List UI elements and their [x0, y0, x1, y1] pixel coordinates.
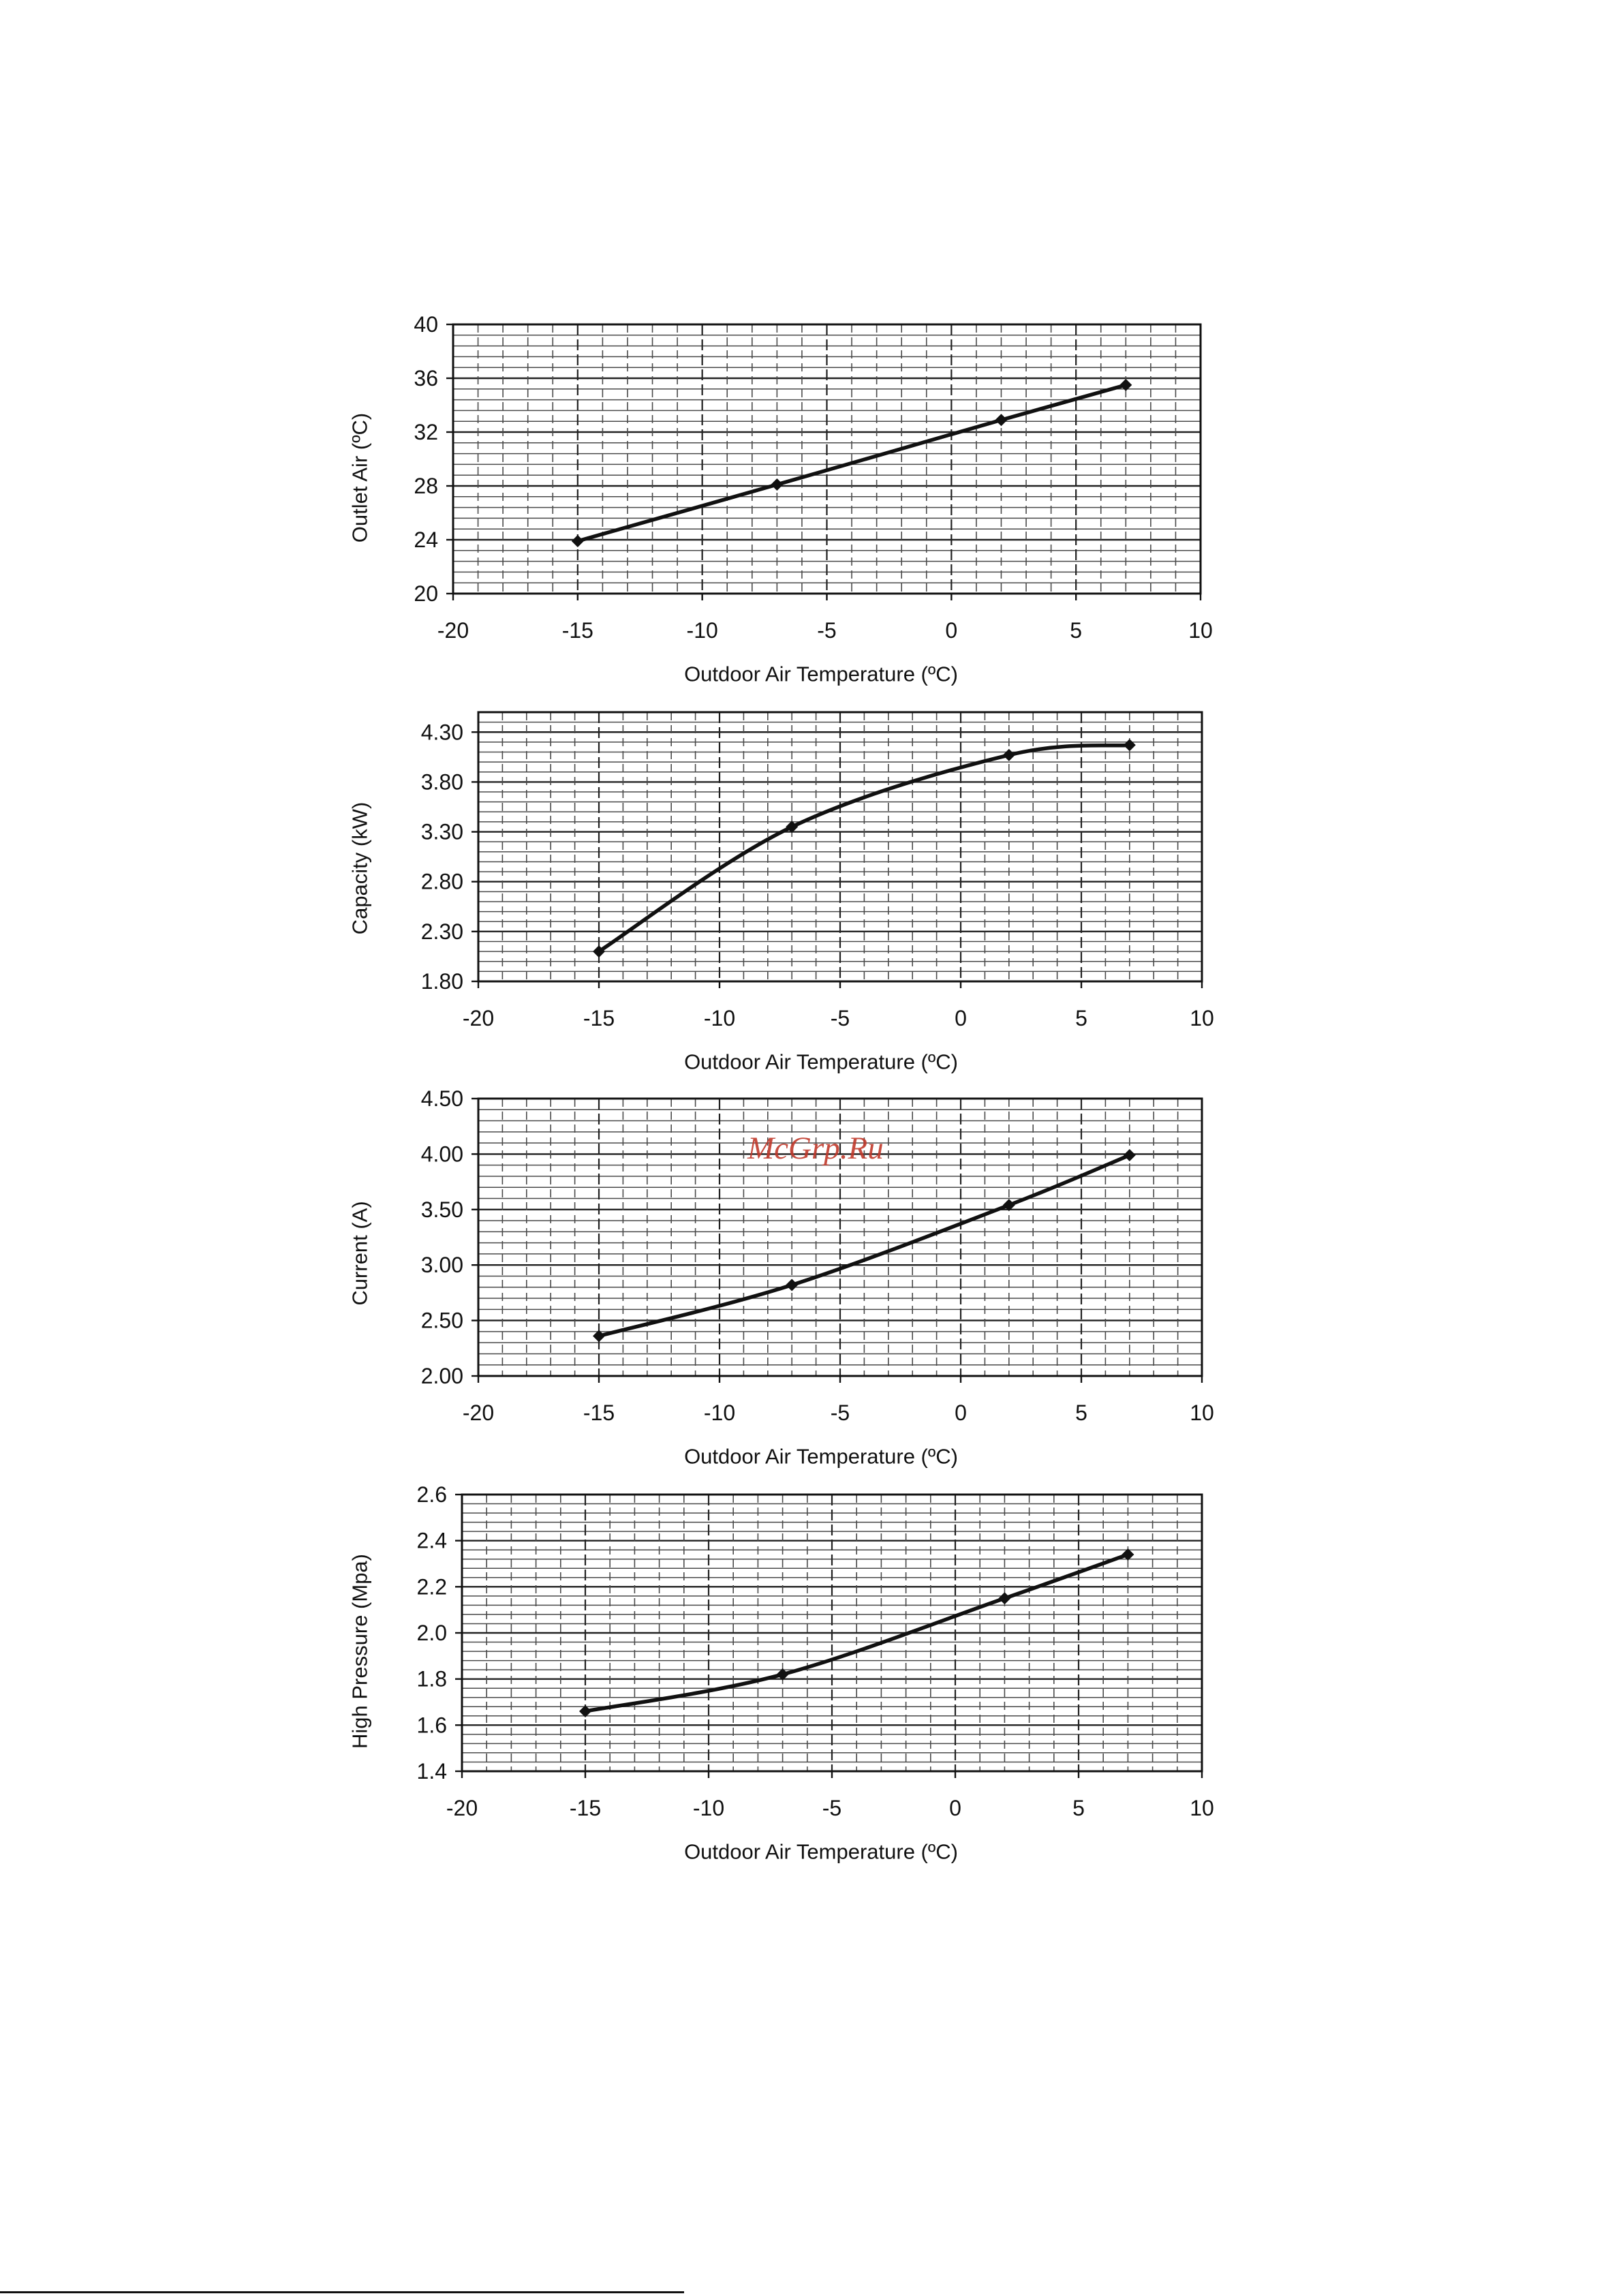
outlet-air-chart: 20 24 28 32 36 40 -20 -15 -10 -5 0 5 10 Outdoor Air T…: [348, 312, 1213, 686]
y-tick-label: 32: [414, 420, 438, 444]
y-tick-label: 2.00: [421, 1364, 463, 1388]
x-tick-label: -5: [831, 1006, 850, 1030]
y-tick-label: 2.6: [417, 1482, 447, 1507]
x-tick-label: 10: [1188, 618, 1213, 643]
x-tick-label: -20: [446, 1796, 478, 1820]
y-tick-label: 2.2: [417, 1574, 447, 1599]
x-axis-label: Outdoor Air Temperature (ºC): [684, 662, 958, 686]
x-axis-label: Outdoor Air Temperature (ºC): [684, 1840, 958, 1864]
y-tick-label: 4.00: [421, 1142, 463, 1166]
data-point-marker: [593, 945, 605, 958]
y-tick-label: 24: [414, 527, 438, 552]
x-tick-label: 10: [1190, 1796, 1214, 1820]
y-tick-label: 3.80: [421, 769, 463, 794]
x-tick-label: 5: [1072, 1796, 1085, 1820]
x-tick-label: -5: [831, 1400, 850, 1425]
y-tick-label: 28: [414, 474, 438, 498]
y-tick-label: 36: [414, 366, 438, 391]
data-point-marker: [995, 414, 1008, 427]
x-tick-label: 0: [955, 1006, 967, 1030]
x-tick-label: 10: [1190, 1006, 1214, 1030]
x-tick-label: -15: [583, 1400, 615, 1425]
grid: [462, 1495, 1202, 1771]
x-tick-label: 0: [949, 1796, 961, 1820]
grid: [478, 1099, 1202, 1376]
data-point-marker: [1119, 378, 1132, 391]
y-tick-label: 1.6: [417, 1713, 447, 1737]
y-tick-label: 2.30: [421, 919, 463, 944]
data-point-marker: [571, 534, 584, 547]
series-line: [597, 743, 1132, 953]
y-tick-label: 4.50: [421, 1086, 463, 1111]
x-tick-label: -20: [437, 618, 469, 643]
data-point-marker: [1002, 1199, 1015, 1212]
x-tick-label: -10: [704, 1006, 735, 1030]
current-chart: 2.00 2.50 3.00 3.50 4.00 4.50 -20 -15 -10 -5 0 5 10 O…: [348, 1086, 1214, 1469]
x-tick-label: 10: [1190, 1400, 1214, 1425]
footer-rule: [0, 2291, 684, 2293]
x-tick-label: -15: [583, 1006, 615, 1030]
x-tick-label: 5: [1075, 1400, 1087, 1425]
y-axis-label: Capacity (kW): [348, 802, 372, 935]
y-axis-label: High Pressure (Mpa): [348, 1554, 372, 1749]
x-tick-label: -10: [704, 1400, 735, 1425]
data-point-marker: [776, 1668, 789, 1681]
x-tick-label: -15: [570, 1796, 601, 1820]
data-point-marker: [786, 821, 799, 833]
y-tick-label: 3.50: [421, 1197, 463, 1222]
y-tick-label: 2.50: [421, 1308, 463, 1333]
high-pressure-chart: 1.4 1.6 1.8 2.0 2.2 2.4 2.6 -20 -15 -10 -5 0 5 10 Outd…: [348, 1482, 1214, 1864]
y-tick-label: 2.80: [421, 870, 463, 894]
x-tick-label: 5: [1075, 1006, 1087, 1030]
data-point-marker: [786, 1279, 799, 1291]
series-line: [576, 383, 1128, 543]
data-point-marker: [1002, 748, 1015, 761]
y-tick-label: 20: [414, 581, 438, 606]
y-tick-label: 4.30: [421, 720, 463, 744]
x-tick-label: -5: [817, 618, 836, 643]
x-axis-label: Outdoor Air Temperature (ºC): [684, 1445, 958, 1469]
data-point-marker: [771, 478, 784, 491]
x-tick-label: -10: [693, 1796, 724, 1820]
y-tick-label: 1.4: [417, 1759, 447, 1784]
data-point-marker: [579, 1705, 591, 1718]
y-axis-label: Current (A): [348, 1201, 372, 1305]
y-tick-label: 1.80: [421, 969, 463, 994]
data-point-marker: [1122, 1548, 1134, 1561]
y-tick-label: 3.00: [421, 1253, 463, 1277]
x-tick-label: -15: [562, 618, 593, 643]
x-tick-label: -20: [463, 1400, 494, 1425]
data-point-marker: [1123, 1149, 1136, 1162]
data-point-marker: [998, 1592, 1011, 1605]
y-tick-label: 2.4: [417, 1529, 447, 1553]
capacity-chart: 1.80 2.30 2.80 3.30 3.80 4.30 -20 -15 -10 -5 0 5 10 O…: [348, 711, 1214, 1074]
y-tick-label: 2.0: [417, 1621, 447, 1645]
y-tick-label: 1.8: [417, 1667, 447, 1692]
y-tick-label: 40: [414, 312, 438, 337]
grid: [453, 324, 1201, 594]
watermark-text: McGrp.Ru: [747, 1131, 884, 1166]
x-tick-label: 5: [1070, 618, 1082, 643]
series-line: [597, 1153, 1132, 1338]
series-line: [583, 1552, 1130, 1713]
x-tick-label: 0: [945, 618, 957, 643]
y-axis-label: Outlet Air (ºC): [348, 413, 372, 542]
data-point-marker: [593, 1330, 605, 1343]
x-axis-label: Outdoor Air Temperature (ºC): [684, 1050, 958, 1074]
grid: [478, 712, 1202, 981]
x-tick-label: -10: [687, 618, 718, 643]
x-tick-label: -5: [822, 1796, 841, 1820]
x-tick-label: -20: [463, 1006, 494, 1030]
data-point-marker: [1123, 739, 1136, 752]
y-tick-label: 3.30: [421, 820, 463, 844]
x-tick-label: 0: [955, 1400, 967, 1425]
